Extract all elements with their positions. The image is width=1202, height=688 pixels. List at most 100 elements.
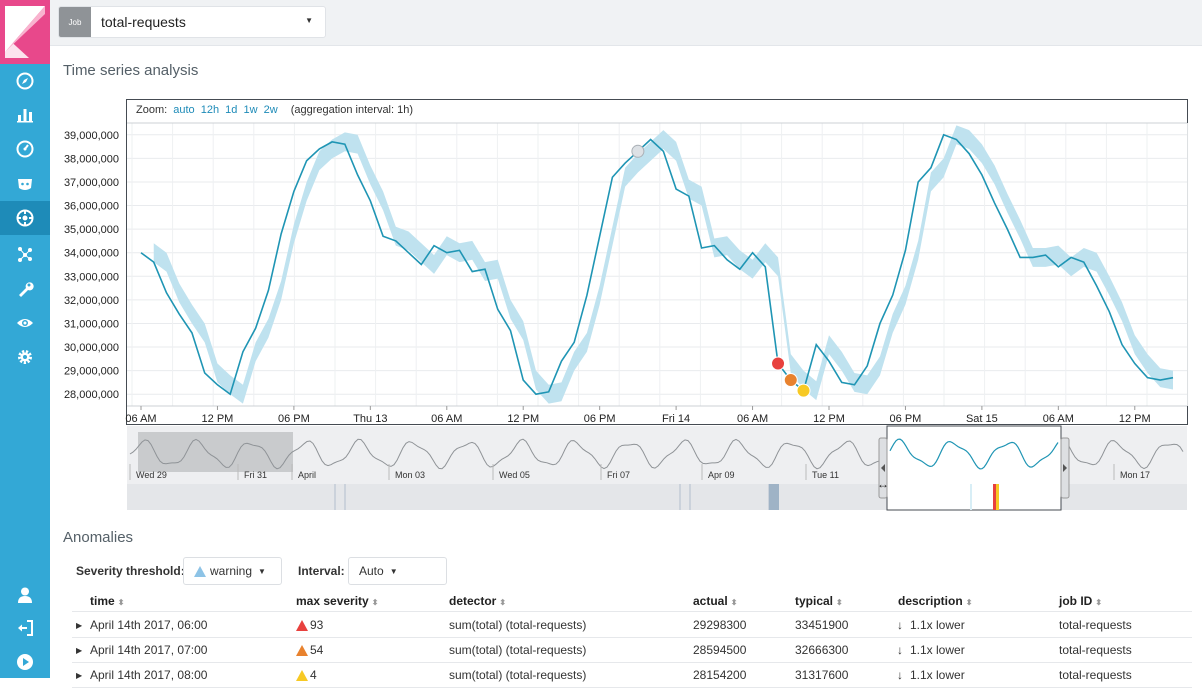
resize-cursor-icon: ↔ xyxy=(877,477,889,491)
column-header-typical[interactable]: typical ⬍ xyxy=(795,594,843,608)
nav-timelion[interactable] xyxy=(0,167,50,201)
cell-severity: 54 xyxy=(310,643,324,657)
brush-right-arrow-icon xyxy=(1063,464,1067,472)
sort-icon: ⬍ xyxy=(117,598,125,607)
x-tick-label: 06 AM xyxy=(125,413,156,425)
actual-value-line xyxy=(140,133,1174,396)
nav-visualize[interactable] xyxy=(0,97,50,131)
context-chart[interactable]: Wed 29 Fri 31 April Mon 03 Wed 05 Fri 07 Apr 0… xyxy=(0,424,1202,524)
y-tick-label: 31,000,000 xyxy=(64,318,119,330)
nav-dev-tools[interactable] xyxy=(0,272,50,306)
context-date-label: Tue 11 xyxy=(812,470,839,480)
kibana-logo[interactable] xyxy=(0,0,50,64)
arrow-down-icon: ↓ xyxy=(897,668,903,682)
x-tick-label: 06 AM xyxy=(737,413,768,425)
focus-chart[interactable]: 39,000,000 38,000,000 37,000,000 36,000,000… xyxy=(0,0,1202,430)
zoom-12h[interactable]: 12h xyxy=(200,104,220,116)
sort-icon: ⬍ xyxy=(965,598,973,607)
cell-description: 1.1x lower xyxy=(910,668,965,682)
nav-management[interactable] xyxy=(0,340,50,374)
x-tick-label: 12 PM xyxy=(507,413,539,425)
column-header-description[interactable]: description ⬍ xyxy=(898,594,973,608)
sort-icon: ⬍ xyxy=(730,598,738,607)
logout-icon xyxy=(18,620,33,636)
eye-icon xyxy=(17,319,33,327)
column-header-actual[interactable]: actual ⬍ xyxy=(693,594,738,608)
cell-actual: 28594500 xyxy=(693,643,747,657)
cell-typical: 33451900 xyxy=(795,618,849,632)
play-circle-icon xyxy=(17,654,33,670)
job-selector[interactable]: Job total-requests ▼ xyxy=(58,6,326,38)
context-date-label: Apr 09 xyxy=(708,470,735,480)
wrench-icon xyxy=(19,282,34,297)
swimlane-anomaly-warning xyxy=(996,484,999,510)
x-tick-label: 12 PM xyxy=(813,413,845,425)
zoom-2w[interactable]: 2w xyxy=(263,104,278,116)
y-tick-label: 38,000,000 xyxy=(64,153,119,165)
cell-time: April 14th 2017, 07:00 xyxy=(90,643,208,657)
cell-actual: 28154200 xyxy=(693,668,747,682)
severity-warning-icon xyxy=(296,620,308,631)
y-tick-label: 30,000,000 xyxy=(64,342,119,354)
context-date-label: April xyxy=(298,470,316,480)
machine-learning-icon xyxy=(16,209,34,227)
context-date-label: Fri 31 xyxy=(244,470,267,480)
column-header-max-severity[interactable]: max severity ⬍ xyxy=(296,594,379,608)
column-header-detector[interactable]: detector ⬍ xyxy=(449,594,507,608)
chevron-down-icon: ▼ xyxy=(389,566,398,576)
nav-dashboard[interactable] xyxy=(0,132,50,166)
row-divider xyxy=(72,662,1192,663)
zoom-1w[interactable]: 1w xyxy=(243,104,258,116)
visualize-icon xyxy=(17,109,33,123)
column-header-job-id[interactable]: job ID ⬍ xyxy=(1059,594,1103,608)
context-selection-brush[interactable] xyxy=(886,425,1062,511)
severity-threshold-value: warning xyxy=(210,564,253,578)
nav-user[interactable] xyxy=(0,578,50,612)
severity-warning-icon xyxy=(296,670,308,681)
expand-arrow-icon[interactable]: ▶ xyxy=(76,646,83,655)
nav-discover[interactable] xyxy=(0,64,50,98)
job-tag: Job xyxy=(59,7,91,37)
severity-threshold-select[interactable]: warning ▼ xyxy=(183,557,282,585)
zoom-label: Zoom: xyxy=(136,104,168,116)
y-tick-label: 37,000,000 xyxy=(64,177,119,189)
x-tick-label: 06 PM xyxy=(890,413,922,425)
interval-value: Auto xyxy=(359,564,384,578)
annotation-marker[interactable] xyxy=(631,144,645,158)
nav-logout[interactable] xyxy=(0,611,50,645)
x-tick-label: Sat 15 xyxy=(966,413,998,425)
context-date-label: Wed 05 xyxy=(499,470,530,480)
column-header-time[interactable]: time ⬍ xyxy=(90,594,125,608)
nav-machine-learning[interactable] xyxy=(0,201,50,235)
x-tick-label: 06 PM xyxy=(584,413,616,425)
brush-left-arrow-icon xyxy=(881,464,885,472)
zoom-auto[interactable]: auto xyxy=(173,104,195,116)
cell-typical: 32666300 xyxy=(795,643,849,657)
y-tick-label: 35,000,000 xyxy=(64,224,119,236)
cell-severity: 93 xyxy=(310,618,324,632)
expand-arrow-icon[interactable]: ▶ xyxy=(76,671,83,680)
cell-typical: 31317600 xyxy=(795,668,849,682)
cell-job-id: total-requests xyxy=(1059,668,1132,682)
anomaly-point[interactable] xyxy=(783,373,798,388)
anomaly-point[interactable] xyxy=(796,383,811,398)
expand-arrow-icon[interactable]: ▶ xyxy=(76,621,83,630)
nav-collapse[interactable] xyxy=(0,645,50,679)
anomaly-point[interactable] xyxy=(771,356,786,371)
sort-icon: ⬍ xyxy=(371,598,379,607)
cell-description: 1.1x lower xyxy=(910,643,965,657)
nav-graph[interactable] xyxy=(0,237,50,271)
chevron-down-icon: ▼ xyxy=(258,566,266,576)
sort-icon: ⬍ xyxy=(836,598,843,607)
cell-description: 1.1x lower xyxy=(910,618,965,632)
nav-monitoring[interactable] xyxy=(0,306,50,340)
swimlane-mark xyxy=(970,484,972,510)
aggregation-interval: (aggregation interval: 1h) xyxy=(290,104,414,116)
interval-select[interactable]: Auto ▼ xyxy=(348,557,447,585)
sort-icon: ⬍ xyxy=(499,598,507,607)
user-icon xyxy=(18,587,32,603)
zoom-1d[interactable]: 1d xyxy=(225,104,238,116)
table-header-divider xyxy=(72,611,1192,612)
x-tick-label: 12 PM xyxy=(202,413,234,425)
context-gap-region xyxy=(138,432,293,472)
